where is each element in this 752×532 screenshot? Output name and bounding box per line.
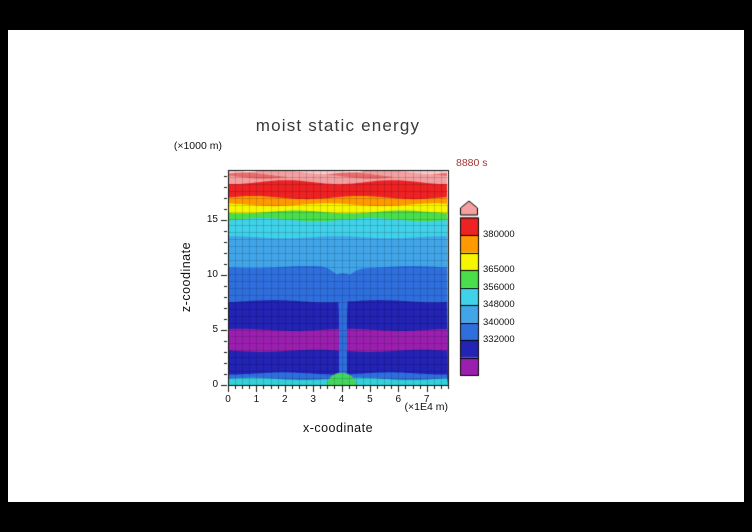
x-tick-label: 5 — [367, 394, 373, 405]
colorbar-label: 348000 — [483, 299, 515, 310]
x-axis-label: x-coodinate — [302, 421, 374, 435]
x-tick-label: 6 — [395, 394, 402, 405]
colorbar-label: 340000 — [483, 316, 515, 328]
y-axis-label: z-coodinate — [179, 241, 193, 313]
x-tick-label: 3 — [310, 394, 316, 405]
y-tick-label: 5 — [212, 323, 218, 335]
colorbar-label: 356000 — [483, 281, 515, 293]
y-tick-label: 0 — [212, 379, 218, 390]
plot-title: moist static energy — [255, 116, 421, 135]
x-axis-unit: (×1E4 m) — [404, 401, 448, 413]
y-tick-label: 10 — [206, 268, 218, 280]
x-tick-label: 0 — [225, 394, 231, 405]
x-tick-label: 7 — [423, 394, 430, 405]
y-tick-label: 15 — [206, 213, 218, 225]
colorbar-label: 365000 — [483, 264, 515, 275]
time-label: 8880 s — [456, 157, 488, 169]
colorbar-label: 332000 — [483, 334, 515, 345]
x-tick-label: 1 — [253, 394, 260, 405]
y-axis-unit: (×1000 m) — [173, 140, 222, 152]
x-tick-label: 2 — [281, 394, 288, 405]
x-tick-label: 4 — [338, 394, 345, 405]
colorbar-label: 380000 — [483, 229, 515, 240]
